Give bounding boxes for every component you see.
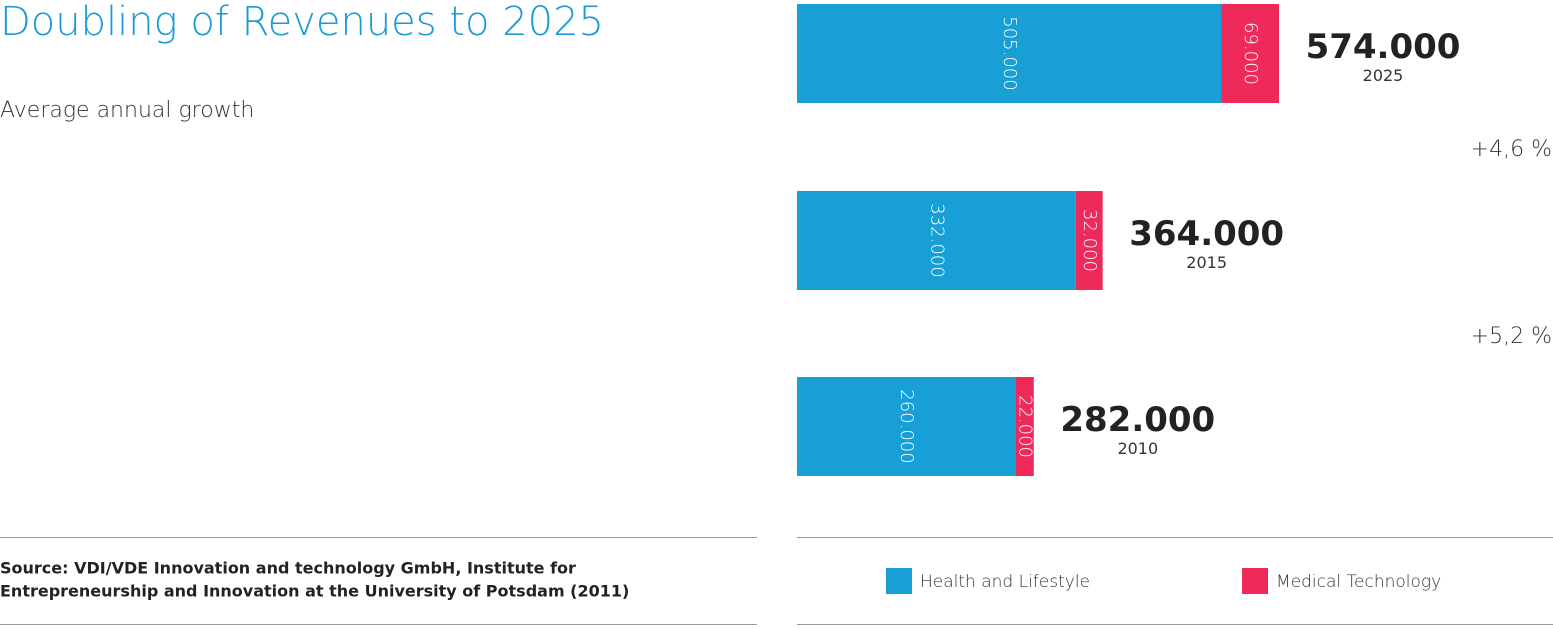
growth-annotation: +4,6 % [1471, 137, 1552, 162]
bar-segment [797, 191, 1076, 290]
bar-value-label: 505.000 [999, 16, 1020, 90]
bar-segment [1221, 4, 1279, 103]
category-label: 2010 [1117, 439, 1158, 458]
source-line: Source: VDI/VDE Innovation and technolog… [0, 559, 576, 578]
bar-segment [797, 4, 1222, 103]
chart-title: Doubling of Revenues to 2025 [0, 0, 604, 45]
bar-value-label: 32.000 [1079, 209, 1100, 272]
legend-label: Health and Lifestyle [920, 572, 1090, 592]
chart-subtitle: Average annual growth [0, 98, 254, 123]
bar-value-label: 332.000 [926, 203, 947, 277]
category-label: 2025 [1363, 66, 1404, 85]
total-label: 574.000 [1306, 27, 1461, 67]
bar-value-label: 260.000 [896, 389, 917, 463]
total-label: 282.000 [1060, 400, 1215, 440]
source-line: Entrepreneurship and Innovation at the U… [0, 582, 629, 601]
category-label: 2015 [1186, 253, 1227, 272]
total-label: 364.000 [1129, 214, 1284, 254]
bar-segment [1015, 377, 1034, 476]
legend-swatch [1242, 568, 1268, 594]
legend-label: Medical Technology [1276, 572, 1441, 592]
bar-segment [1075, 191, 1103, 290]
bar-value-label: 69.000 [1240, 22, 1261, 85]
growth-annotation: +5,2 % [1471, 324, 1552, 349]
bar-value-label: 22.000 [1015, 395, 1036, 458]
bar-segment [797, 377, 1016, 476]
legend-swatch [886, 568, 912, 594]
